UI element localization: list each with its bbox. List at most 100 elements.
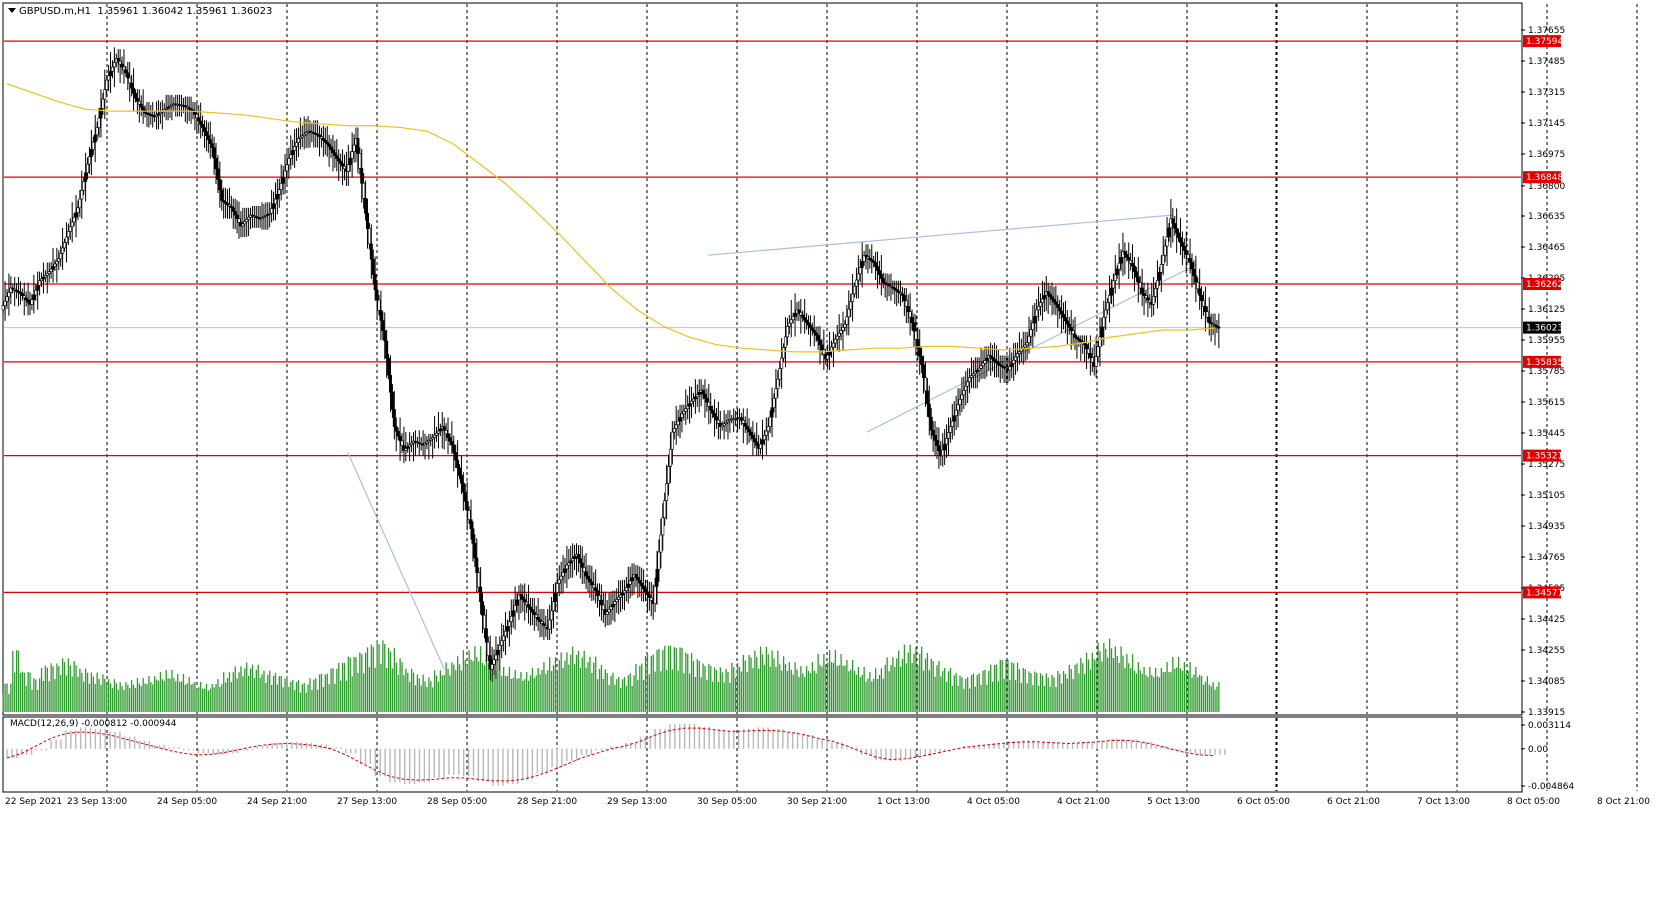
candle-body xyxy=(609,606,613,610)
candle-body xyxy=(471,528,475,544)
candle-body xyxy=(275,194,279,200)
candle-body xyxy=(759,443,763,449)
candle-body xyxy=(388,374,392,393)
candle-body xyxy=(400,440,404,446)
candle-body xyxy=(482,614,486,629)
candle-body xyxy=(442,426,446,431)
candle-body xyxy=(1023,344,1027,348)
candle-body xyxy=(99,108,103,119)
candle-body xyxy=(362,183,366,199)
candle-body xyxy=(638,579,642,584)
candle-body xyxy=(402,445,406,451)
candle-body xyxy=(185,106,189,109)
candle-body xyxy=(548,619,552,630)
candle-body xyxy=(711,409,715,414)
candle-body xyxy=(463,491,467,502)
level-price-tag xyxy=(1523,355,1561,368)
candle-body xyxy=(135,98,139,102)
candle-body xyxy=(783,336,787,348)
candle-body xyxy=(206,135,210,140)
candle-body xyxy=(722,423,726,426)
candle-body xyxy=(494,654,498,660)
candle-body xyxy=(1048,293,1052,298)
candle-body xyxy=(164,107,168,110)
candle-body xyxy=(40,278,44,282)
candle-body xyxy=(224,201,228,204)
candle-body xyxy=(674,424,678,429)
candle-body xyxy=(945,437,949,445)
candle-body xyxy=(137,101,141,105)
candle-body xyxy=(772,397,776,408)
candle-body xyxy=(1079,339,1083,342)
candle-body xyxy=(1029,329,1033,337)
price-pane[interactable] xyxy=(2,2,1523,716)
candle-body xyxy=(778,368,782,380)
candle-body xyxy=(481,601,485,616)
candle-body xyxy=(107,75,111,81)
candle-body xyxy=(678,417,682,422)
candle-body xyxy=(302,133,306,136)
candle-body xyxy=(994,360,998,364)
candle-body xyxy=(469,519,473,530)
candle-body xyxy=(563,568,567,573)
candle-body xyxy=(379,309,383,321)
candle-body xyxy=(826,354,830,360)
candle-body xyxy=(902,295,906,302)
candle-body xyxy=(527,604,531,608)
candle-body xyxy=(588,578,592,583)
candle-body xyxy=(1123,251,1127,255)
candle-body xyxy=(158,111,162,114)
candle-body xyxy=(289,154,293,159)
candle-body xyxy=(425,441,429,444)
candle-body xyxy=(268,212,272,215)
candle-body xyxy=(571,558,575,562)
candle-body xyxy=(475,557,479,573)
candle-body xyxy=(339,160,343,164)
candle-body xyxy=(897,290,901,293)
price-tick-label: 1.34765 xyxy=(1528,553,1565,563)
candle-body xyxy=(791,316,795,321)
candle-body xyxy=(130,82,134,89)
candle-body xyxy=(941,449,945,457)
candle-body xyxy=(1182,246,1186,251)
macd-pane[interactable] xyxy=(2,716,1523,793)
candle-body xyxy=(1178,237,1182,243)
candle-body xyxy=(321,138,325,141)
candle-body xyxy=(319,136,323,139)
candle-body xyxy=(235,214,239,220)
candle-body xyxy=(918,347,922,357)
time-tick-label: 30 Sep 05:00 xyxy=(697,797,757,807)
candle-body xyxy=(80,189,84,200)
candle-body xyxy=(1094,356,1098,367)
candle-body xyxy=(120,63,124,68)
macd-tick-label: 0.00 xyxy=(1528,745,1548,755)
candle-body xyxy=(1138,282,1142,289)
candle-body xyxy=(935,440,939,446)
candle-body xyxy=(1152,296,1156,305)
candle-body xyxy=(1,305,5,311)
candle-body xyxy=(396,431,400,437)
chart-header[interactable]: GBPUSD.m,H1 1.35961 1.36042 1.35961 1.36… xyxy=(8,6,272,17)
candle-body xyxy=(866,256,870,259)
candle-body xyxy=(91,141,95,150)
candle-body xyxy=(657,551,661,570)
candle-body xyxy=(43,274,47,278)
candle-body xyxy=(262,216,266,218)
candle-body xyxy=(726,420,730,423)
candle-body xyxy=(273,198,277,205)
candle-body xyxy=(504,630,508,637)
dropdown-arrow-icon[interactable] xyxy=(8,8,16,13)
candle-body xyxy=(1163,245,1167,256)
candle-body xyxy=(872,260,876,263)
candle-body xyxy=(1190,262,1194,270)
candle-body xyxy=(1148,299,1152,303)
candle-body xyxy=(621,592,625,596)
candle-body xyxy=(358,153,362,169)
candle-body xyxy=(408,444,412,447)
candle-body xyxy=(47,271,51,274)
candle-body xyxy=(810,327,814,331)
candle-body xyxy=(1096,346,1100,357)
price-tick-label: 1.33915 xyxy=(1528,708,1565,718)
